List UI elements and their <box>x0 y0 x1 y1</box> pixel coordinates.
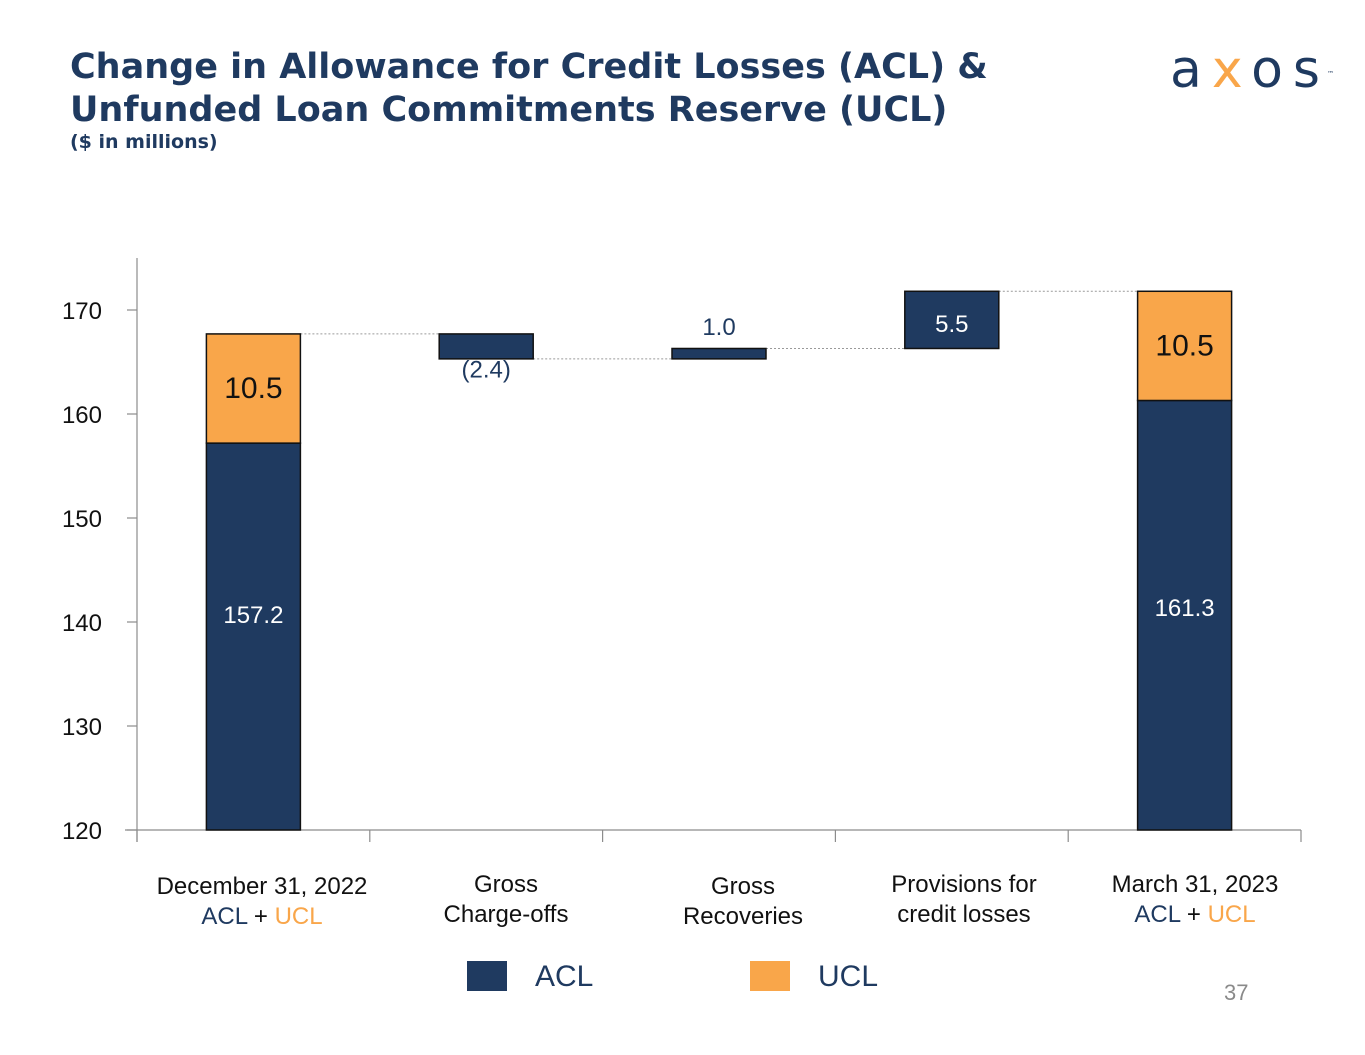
legend-label-acl: ACL <box>535 960 594 993</box>
logo-letter-a: a <box>1170 40 1212 100</box>
category-label-provisions: Provisions for credit losses <box>891 871 1037 928</box>
y-tick-label: 140 <box>62 610 102 637</box>
page-title: Change in Allowance for Credit Losses (A… <box>70 46 988 132</box>
category-label-gross-recoveries: Gross Recoveries <box>682 873 804 930</box>
data-label-mar-acl: 161.3 <box>1155 595 1215 622</box>
y-tick-label: 150 <box>62 506 102 533</box>
logo-letter-x: x <box>1211 40 1252 100</box>
data-label-charge-offs: (2.4) <box>462 357 511 384</box>
bar-provisions <box>904 290 1000 350</box>
y-tick-label: 130 <box>62 714 102 741</box>
bar-dec-acl <box>205 442 302 831</box>
axos-logo: axos ™ <box>1170 40 1334 100</box>
y-tick-label: 160 <box>62 402 102 429</box>
legend-label-ucl: UCL <box>818 960 879 993</box>
data-label-dec-ucl: 10.5 <box>224 372 282 405</box>
bar-mar-acl <box>1136 399 1233 831</box>
bar-dec-ucl <box>205 333 302 444</box>
data-label-recoveries: 1.0 <box>702 314 735 341</box>
title-line-1: Change in Allowance for Credit Losses (A… <box>70 47 988 87</box>
logo-letters-os: os <box>1251 40 1330 100</box>
data-label-dec-acl: 157.2 <box>223 602 283 629</box>
bar-recoveries <box>671 347 767 360</box>
bar-mar-ucl <box>1136 290 1233 402</box>
page-subtitle: ($ in millions) <box>70 131 218 153</box>
page-number: 37 <box>1224 980 1249 1005</box>
title-line-2: Unfunded Loan Commitments Reserve (UCL) <box>70 90 948 130</box>
y-tick-label: 170 <box>62 298 102 325</box>
data-label-provisions: 5.5 <box>935 311 968 338</box>
legend-swatch-ucl <box>750 961 790 991</box>
y-tick-label: 120 <box>62 818 102 845</box>
logo-trademark: ™ <box>1327 70 1334 78</box>
bar-charge-offs <box>438 333 534 360</box>
category-label-mar-2023: March 31, 2023 ACL + UCL <box>1111 871 1279 928</box>
category-label-dec-2022: December 31, 2022 ACL + UCL <box>156 873 368 930</box>
legend-swatch-acl <box>467 961 507 991</box>
category-label-gross-charge-offs: Gross Charge-offs <box>443 871 569 928</box>
data-label-mar-ucl: 10.5 <box>1155 329 1213 362</box>
